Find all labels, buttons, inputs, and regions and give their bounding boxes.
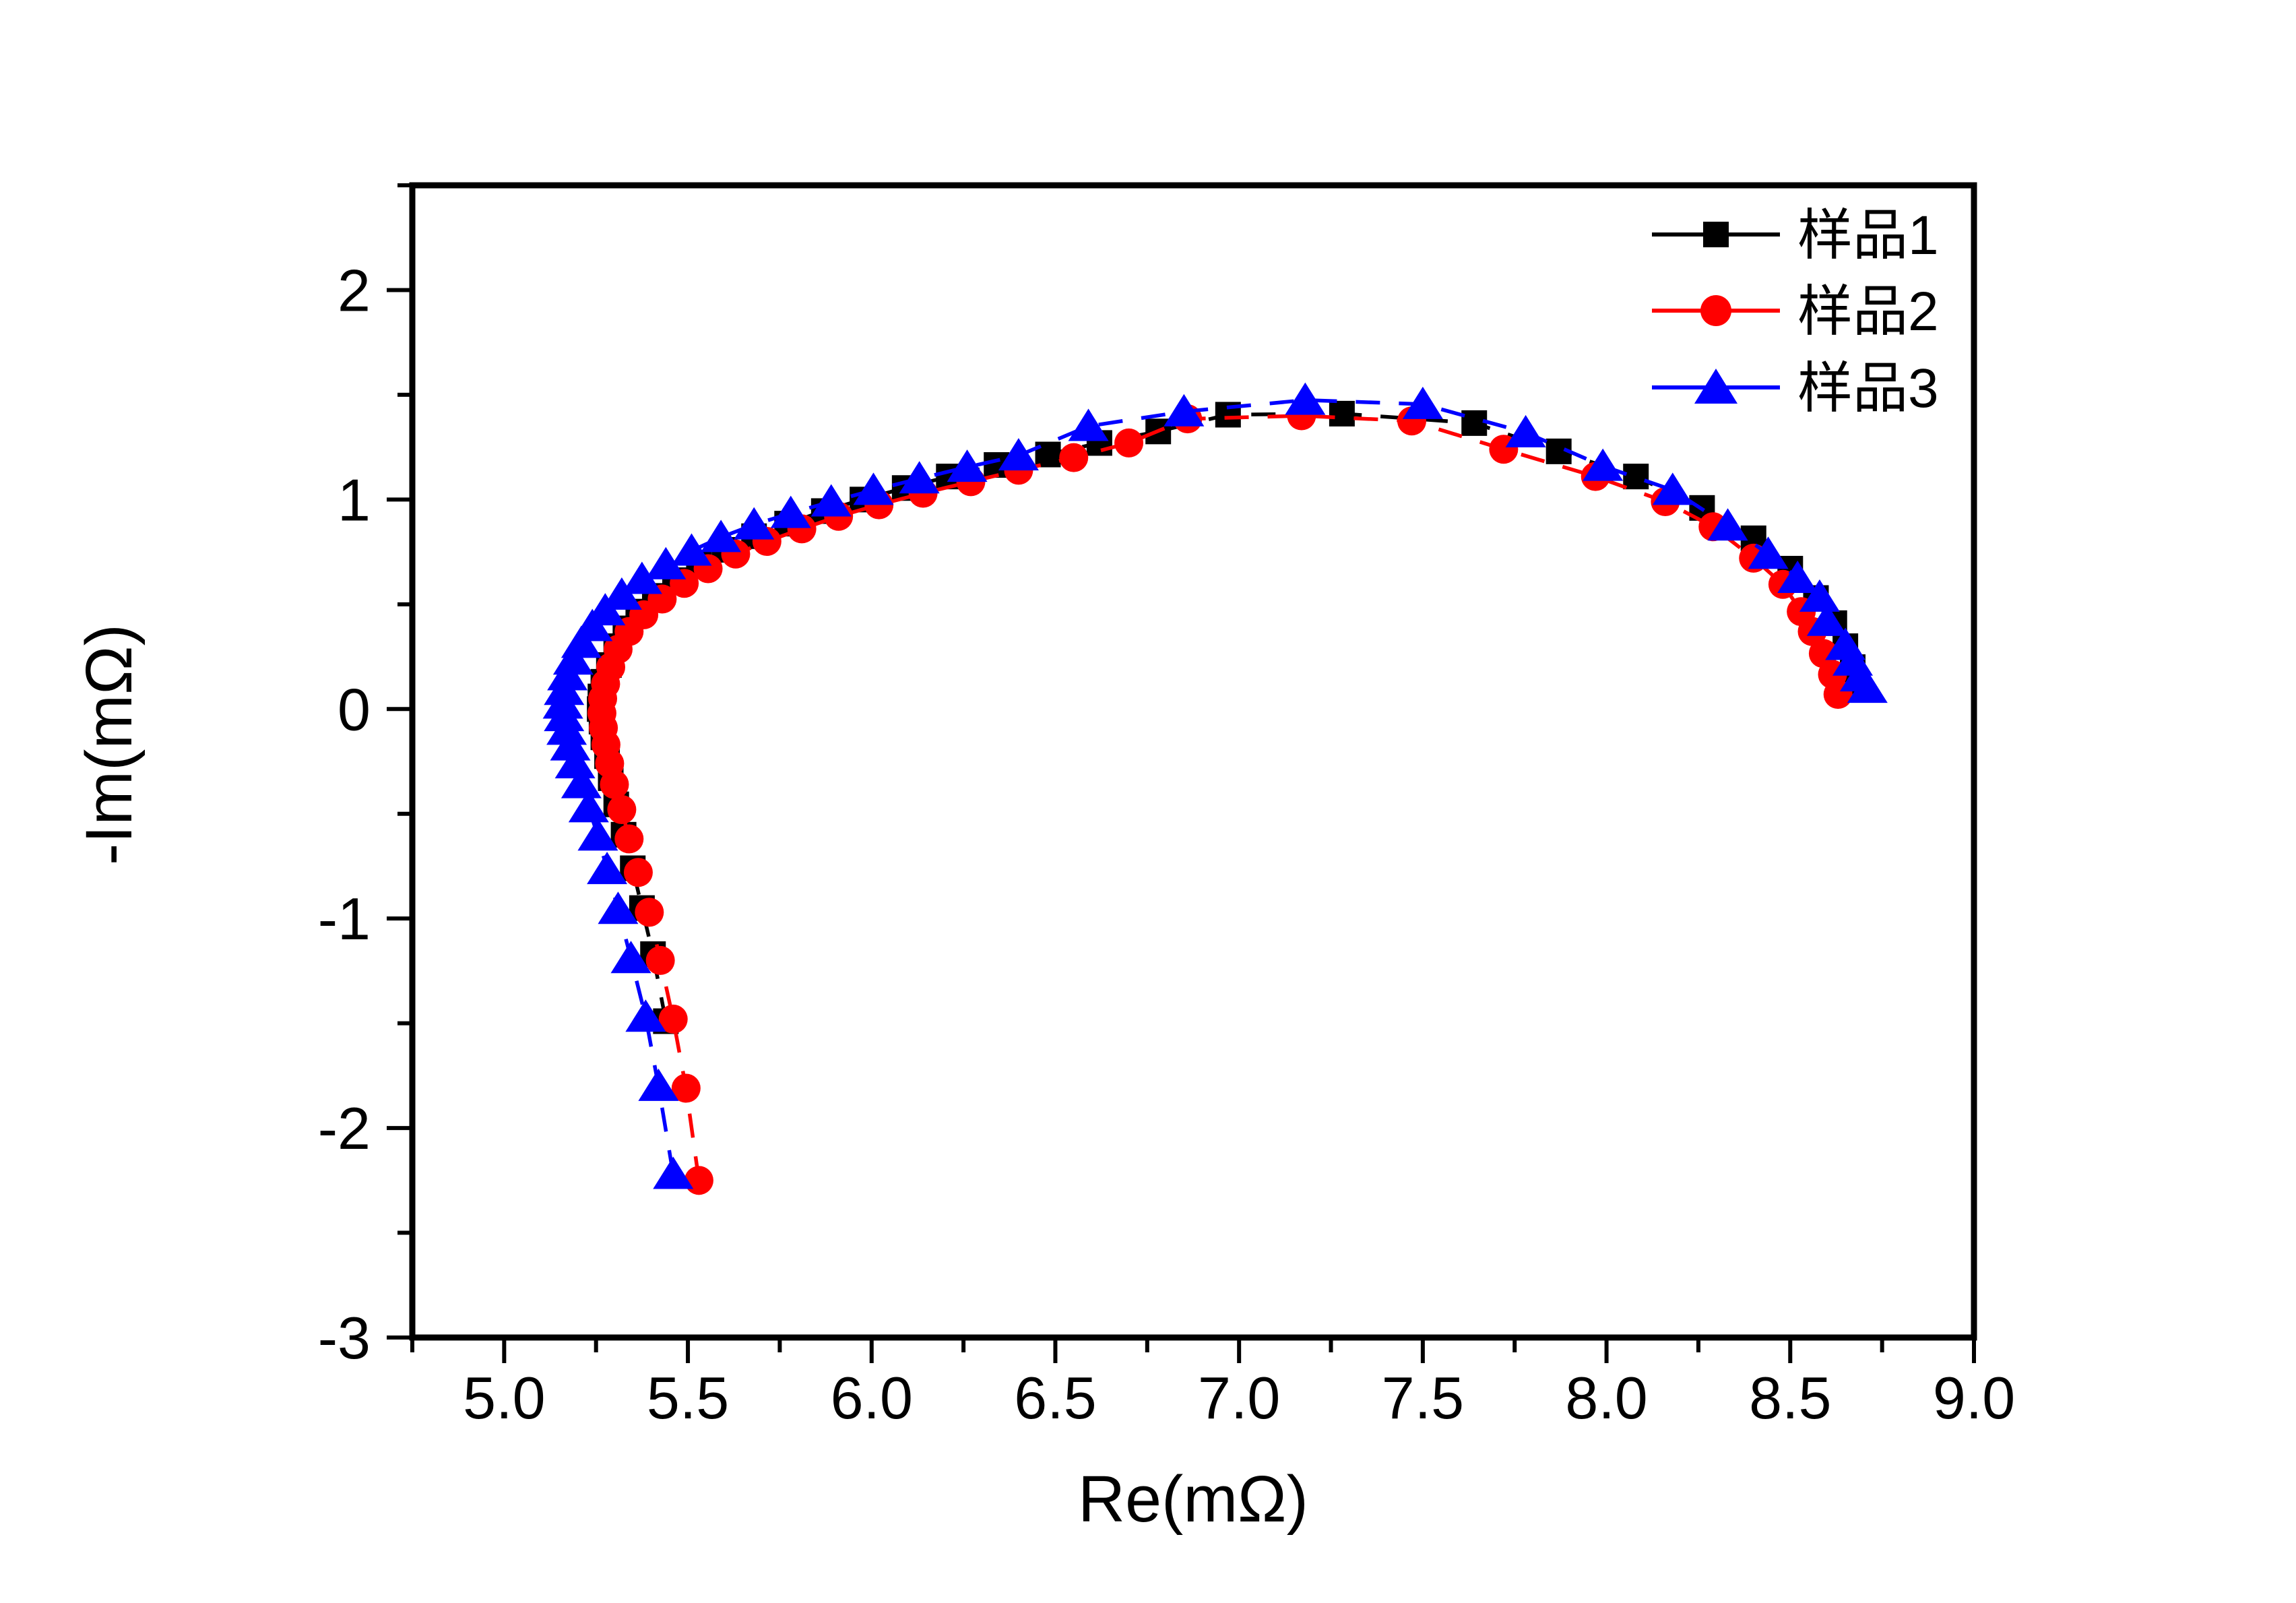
x-tick-label: 7.0	[1198, 1364, 1280, 1431]
data-point-marker	[853, 472, 894, 505]
y-tick-label: 1	[338, 466, 371, 533]
data-point-marker	[635, 898, 664, 927]
legend: 样品1 样品2 样品3	[1652, 205, 1939, 419]
y-tick-label: -3	[318, 1305, 371, 1371]
data-point-marker	[998, 438, 1039, 471]
data-point-marker	[1285, 382, 1326, 415]
legend-label-sample1: 样品1	[1797, 205, 1939, 266]
y-tick-label: 0	[338, 676, 371, 743]
data-point-marker	[1583, 448, 1624, 481]
data-point-marker	[607, 795, 637, 825]
axis-ticks: 5.0 5.5 6.0 6.5 7.0 7.5 8.0 8.5 9.0 2 1 0 -1 -2 -3	[318, 183, 2015, 1431]
data-point-marker	[1059, 443, 1089, 472]
data-series	[542, 382, 1888, 1195]
data-point-marker	[1623, 464, 1649, 490]
data-point-marker	[947, 449, 988, 482]
data-point-marker	[653, 1156, 694, 1189]
x-tick-label: 9.0	[1933, 1364, 2015, 1431]
data-point-marker	[1777, 560, 1818, 593]
series-3	[542, 382, 1888, 1189]
data-point-marker	[701, 520, 742, 553]
data-point-marker	[598, 891, 639, 924]
data-point-marker	[552, 642, 594, 675]
data-point-marker	[1461, 410, 1488, 436]
data-point-marker	[1847, 670, 1888, 703]
legend-label-sample2: 样品2	[1797, 281, 1939, 342]
data-point-marker	[561, 625, 602, 658]
data-point-marker	[568, 790, 609, 823]
data-point-marker	[1505, 414, 1546, 447]
data-point-marker	[770, 495, 811, 528]
y-tick-label: -1	[318, 885, 371, 952]
data-point-marker	[734, 507, 775, 540]
data-point-marker	[671, 533, 712, 566]
y-axis-label: -Im(mΩ)	[72, 624, 146, 865]
data-point-marker	[1068, 408, 1109, 441]
plot-frame	[409, 182, 1977, 1341]
x-tick-label: 8.0	[1565, 1364, 1647, 1431]
legend-item-sample1: 样品1	[1652, 205, 1939, 266]
data-point-marker	[1329, 400, 1355, 427]
data-point-marker	[1806, 603, 1847, 636]
data-point-marker	[638, 1068, 679, 1101]
x-tick-label: 7.5	[1382, 1364, 1464, 1431]
data-point-marker	[577, 818, 618, 851]
legend-marker-square	[1703, 222, 1729, 247]
legend-label-sample3: 样品3	[1797, 358, 1939, 419]
data-point-marker	[561, 765, 602, 798]
legend-marker-circle	[1700, 295, 1731, 326]
y-tick-label: -2	[318, 1095, 371, 1162]
data-point-marker	[1707, 508, 1748, 541]
data-point-marker	[1799, 579, 1840, 612]
x-tick-label: 5.0	[463, 1364, 545, 1431]
data-point-marker	[1163, 394, 1205, 427]
data-point-marker	[623, 858, 653, 887]
data-point-marker	[658, 1004, 688, 1034]
data-point-marker	[621, 561, 662, 594]
data-point-marker	[1402, 386, 1443, 419]
x-tick-label: 6.0	[831, 1364, 913, 1431]
data-point-marker	[810, 484, 852, 517]
data-point-marker	[899, 461, 940, 494]
legend-marker-triangle	[1694, 369, 1737, 404]
data-point-marker	[587, 852, 628, 885]
data-point-marker	[671, 1073, 701, 1103]
data-point-marker	[1114, 428, 1144, 458]
legend-item-sample3: 样品3	[1652, 358, 1939, 419]
y-tick-label: 2	[338, 257, 371, 323]
x-tick-label: 8.5	[1749, 1364, 1831, 1431]
data-point-marker	[1748, 536, 1789, 569]
data-point-marker	[645, 945, 675, 975]
data-point-marker	[614, 824, 644, 854]
data-point-marker	[601, 577, 642, 610]
x-tick-label: 6.5	[1014, 1364, 1096, 1431]
data-point-marker	[684, 1166, 713, 1195]
data-point-marker	[1652, 472, 1693, 505]
legend-item-sample2: 样品2	[1652, 281, 1939, 342]
x-axis-label: Re(mΩ)	[1078, 1462, 1308, 1536]
data-point-marker	[554, 746, 596, 779]
data-point-marker	[625, 999, 666, 1032]
data-point-marker	[645, 546, 687, 579]
data-point-marker	[610, 941, 651, 974]
x-tick-label: 5.5	[647, 1364, 729, 1431]
